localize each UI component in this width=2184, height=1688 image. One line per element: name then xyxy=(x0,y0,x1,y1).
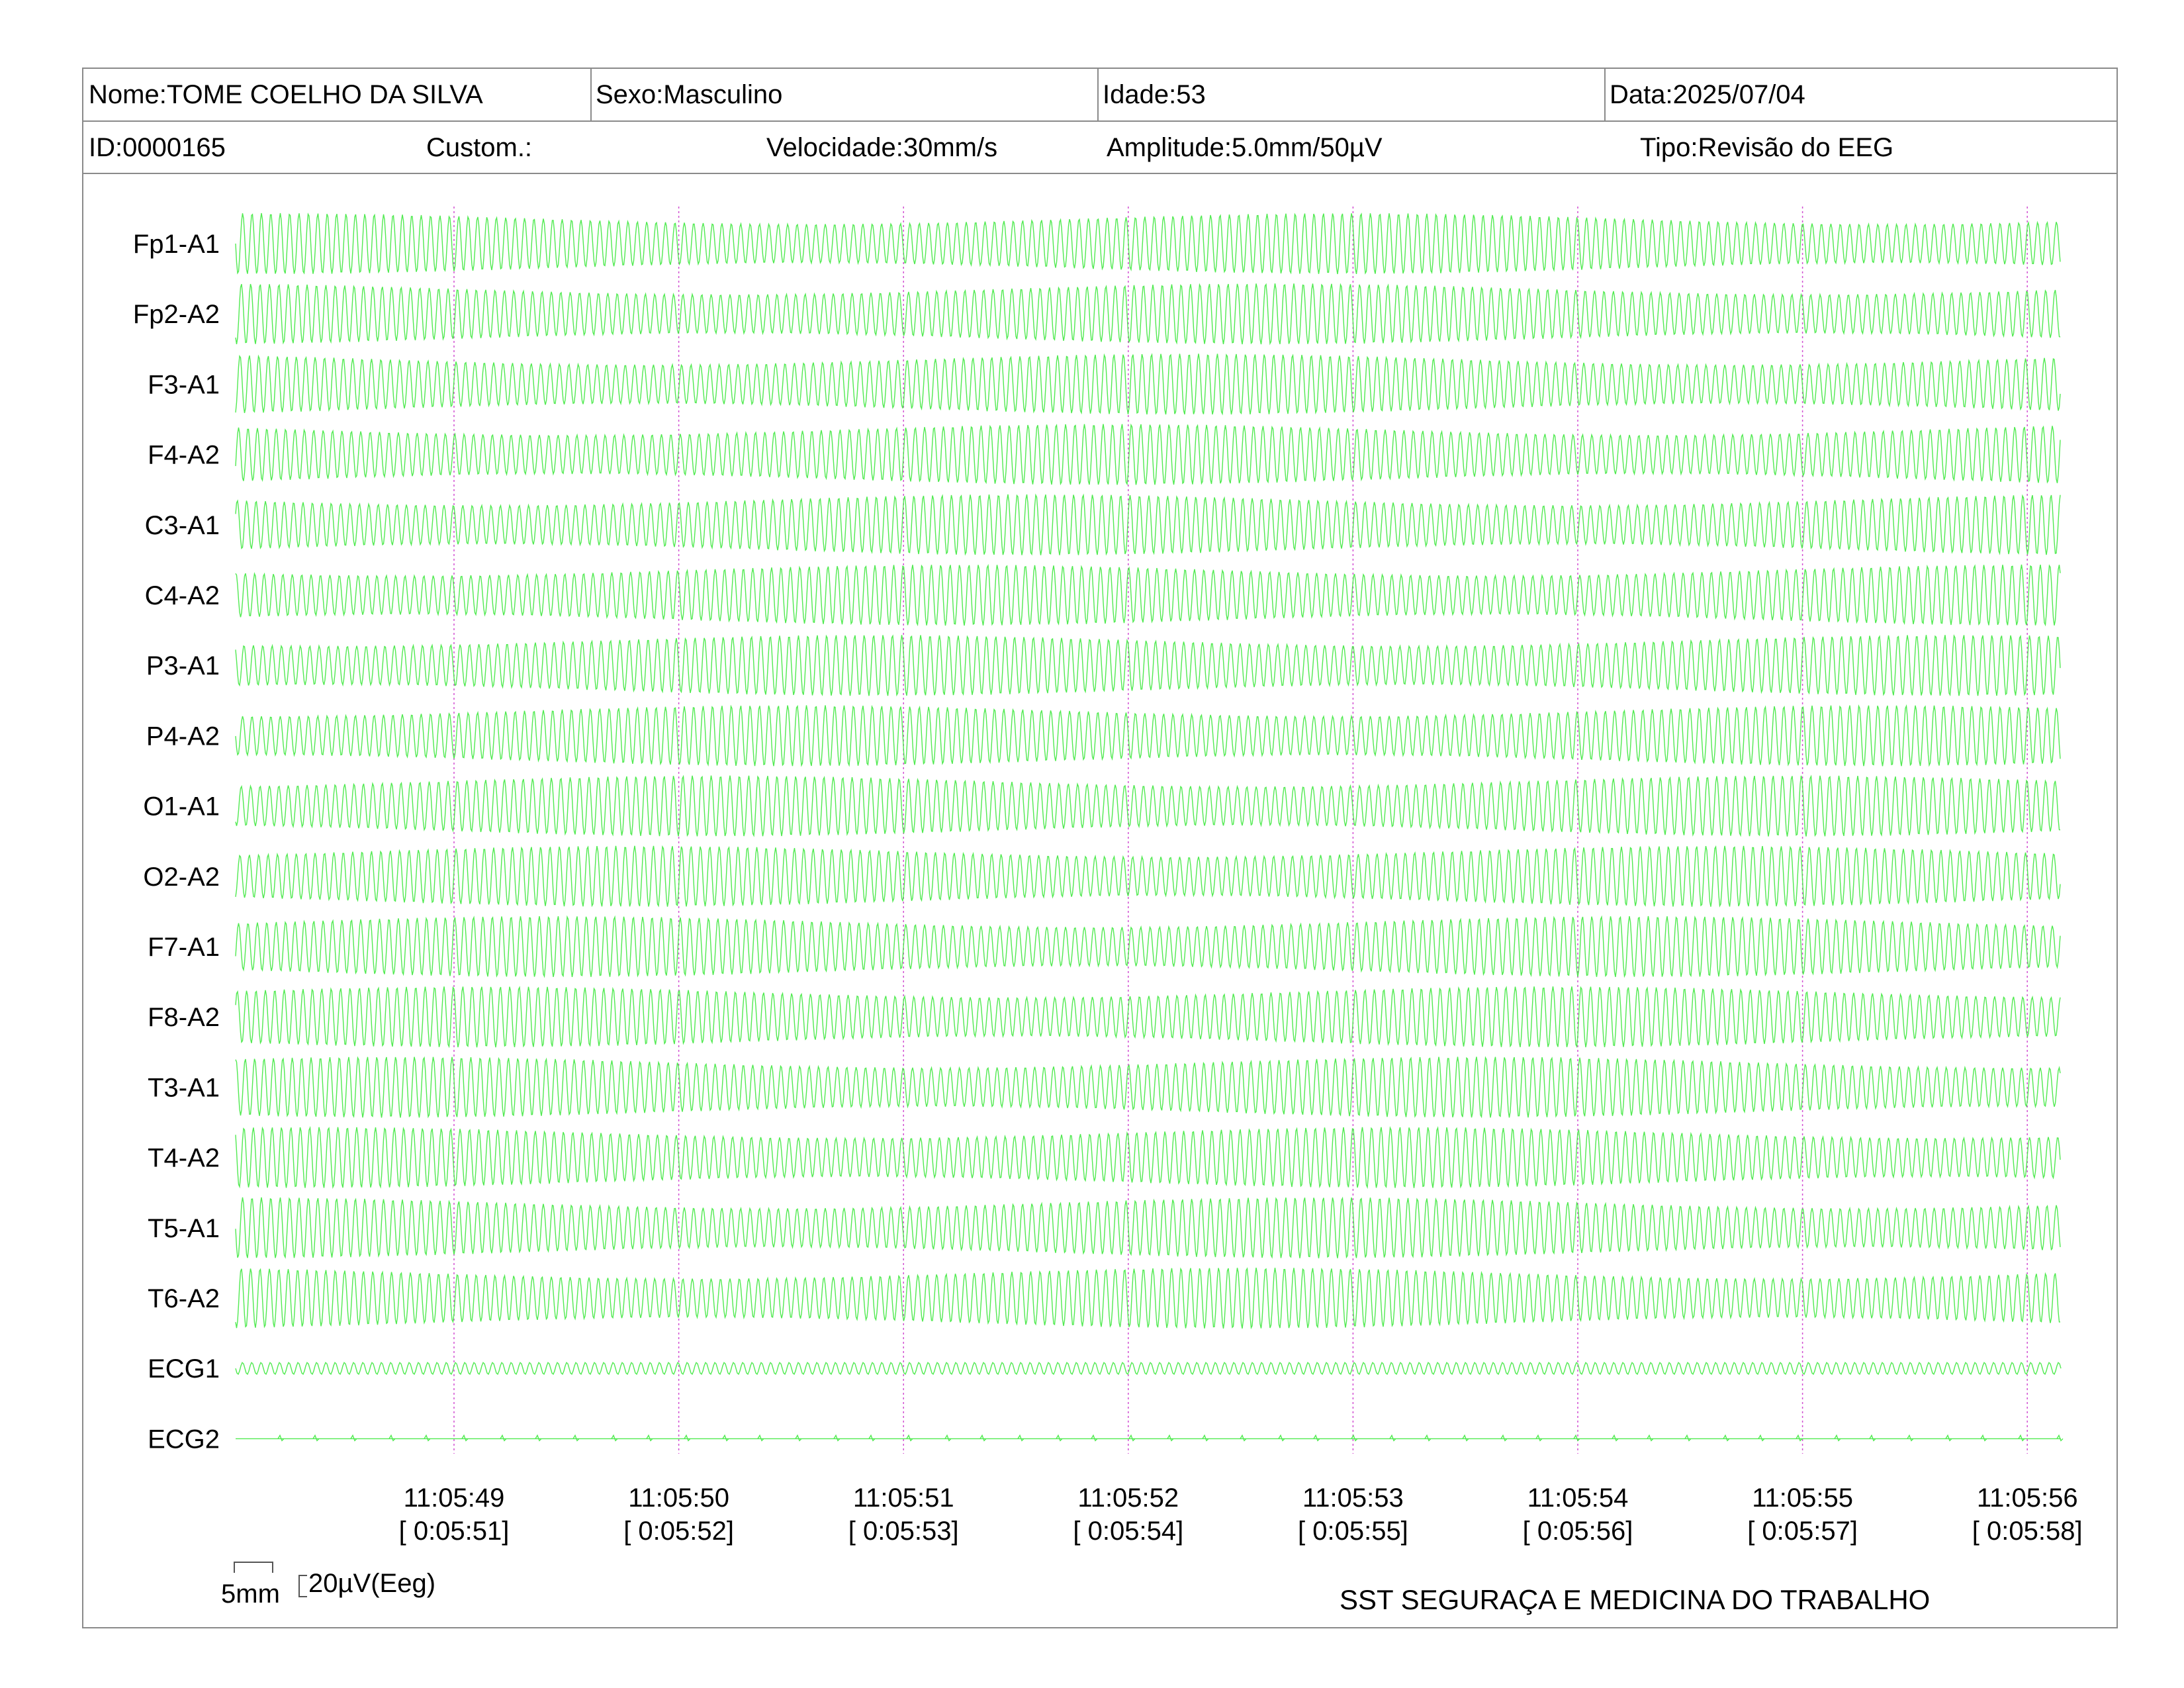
tick-clock-label: 11:05:49 xyxy=(404,1483,505,1513)
channel-label-c4-a2: C4-A2 xyxy=(145,581,220,610)
paper-speed: Velocidade:30mm/s xyxy=(766,132,998,162)
channel-label-ecg2: ECG2 xyxy=(148,1425,220,1454)
channel-label-t6-a2: T6-A2 xyxy=(148,1284,220,1313)
channel-label-o1-a1: O1-A1 xyxy=(143,792,220,821)
patient-age: Idade:53 xyxy=(1103,80,1206,109)
trace-fp2-a2 xyxy=(235,283,2061,346)
trace-c4-a2 xyxy=(235,563,2061,627)
patient-name: Nome:TOME COELHO DA SILVA xyxy=(89,80,483,109)
tick-clock-label: 11:05:55 xyxy=(1752,1483,1853,1513)
tick-elapsed-label: [ 0:05:53] xyxy=(848,1517,959,1546)
trace-f8-a2 xyxy=(235,986,2061,1049)
trace-p4-a2 xyxy=(235,704,2061,767)
eeg-report: Nome:TOME COELHO DA SILVA Sexo:Masculino… xyxy=(82,68,2118,1628)
scale-time-label: 5mm xyxy=(221,1579,280,1609)
tick-clock-label: 11:05:51 xyxy=(853,1483,954,1513)
tick-elapsed-label: [ 0:05:56] xyxy=(1523,1517,1633,1546)
trace-p3-a1 xyxy=(235,634,2061,697)
exam-type: Tipo:Revisão do EEG xyxy=(1640,132,1894,162)
divider xyxy=(1604,69,1606,120)
tick-clock-label: 11:05:52 xyxy=(1077,1483,1179,1513)
exam-date: Data:2025/07/04 xyxy=(1610,80,1805,109)
trace-ecg1 xyxy=(235,1362,2062,1376)
amplitude-setting: Amplitude:5.0mm/50µV xyxy=(1107,132,1383,162)
tick-clock-label: 11:05:53 xyxy=(1302,1483,1404,1513)
trace-f3-a1 xyxy=(235,353,2061,416)
channel-label-t3-a1: T3-A1 xyxy=(148,1073,220,1102)
channel-label-ecg1: ECG1 xyxy=(148,1354,220,1383)
channel-label-p3-a1: P3-A1 xyxy=(146,651,220,680)
divider xyxy=(1097,69,1099,120)
channel-label-fp1-a1: Fp1-A1 xyxy=(133,230,220,259)
trace-ecg2 xyxy=(236,1434,2064,1442)
trace-t6-a2 xyxy=(235,1267,2060,1330)
trace-t4-a2 xyxy=(235,1125,2061,1190)
time-tick-labels: 11:05:49 [ 0:05:51] 11:05:50 [ 0:05:52] 11:0… xyxy=(399,1483,2083,1546)
patient-info-row: Nome:TOME COELHO DA SILVA Sexo:Masculino… xyxy=(83,69,2116,122)
trace-o1-a1 xyxy=(235,774,2061,837)
tick-clock-label: 11:05:50 xyxy=(628,1483,729,1513)
tick-elapsed-label: [ 0:05:54] xyxy=(1073,1517,1183,1546)
tick-elapsed-label: [ 0:05:55] xyxy=(1298,1517,1408,1546)
trace-f4-a2 xyxy=(235,423,2061,486)
channel-label-o2-a2: O2-A2 xyxy=(143,863,220,892)
channel-label-f3-a1: F3-A1 xyxy=(148,370,220,399)
eeg-traces xyxy=(235,212,2064,1442)
time-markers xyxy=(453,207,2028,1454)
channel-label-c3-a1: C3-A1 xyxy=(145,511,220,540)
tick-clock-label: 11:05:54 xyxy=(1527,1483,1629,1513)
trace-t5-a1 xyxy=(235,1196,2061,1259)
tick-clock-label: 11:05:56 xyxy=(1977,1483,2078,1513)
tick-elapsed-label: [ 0:05:52] xyxy=(623,1517,734,1546)
channel-label-t4-a2: T4-A2 xyxy=(148,1144,220,1173)
trace-t3-a1 xyxy=(235,1056,2061,1119)
tick-elapsed-label: [ 0:05:57] xyxy=(1747,1517,1858,1546)
trace-c3-a1 xyxy=(235,493,2061,556)
trace-o2-a2 xyxy=(235,845,2061,908)
company-footer: SST SEGURAÇA E MEDICINA DO TRABALHO xyxy=(1340,1584,1931,1615)
channel-label-fp2-a2: Fp2-A2 xyxy=(133,300,220,329)
patient-id: ID:0000165 xyxy=(89,132,226,162)
calibration-scale-bar xyxy=(234,1562,307,1597)
channel-label-t5-a1: T5-A1 xyxy=(148,1214,220,1243)
custom-field: Custom.: xyxy=(426,132,533,162)
recording-info-row: ID:0000165 Custom.: Velocidade:30mm/s Am… xyxy=(83,122,2116,174)
channel-label-f4-a2: F4-A2 xyxy=(148,441,220,470)
channel-labels: Fp1-A1 Fp2-A2 F3-A1 F4-A2 C3-A1 C4-A2 P3-A1 P4-… xyxy=(133,230,220,1454)
tick-elapsed-label: [ 0:05:58] xyxy=(1972,1517,2083,1546)
scale-amplitude-label: 20µV(Eeg) xyxy=(308,1569,436,1598)
trace-f7-a1 xyxy=(235,915,2061,978)
channel-label-f7-a1: F7-A1 xyxy=(148,933,220,962)
channel-label-f8-a2: F8-A2 xyxy=(148,1003,220,1032)
divider xyxy=(590,69,592,120)
patient-sex: Sexo:Masculino xyxy=(596,80,783,109)
channel-label-p4-a2: P4-A2 xyxy=(146,722,220,751)
tick-elapsed-label: [ 0:05:51] xyxy=(399,1517,510,1546)
trace-fp1-a1 xyxy=(235,212,2061,275)
